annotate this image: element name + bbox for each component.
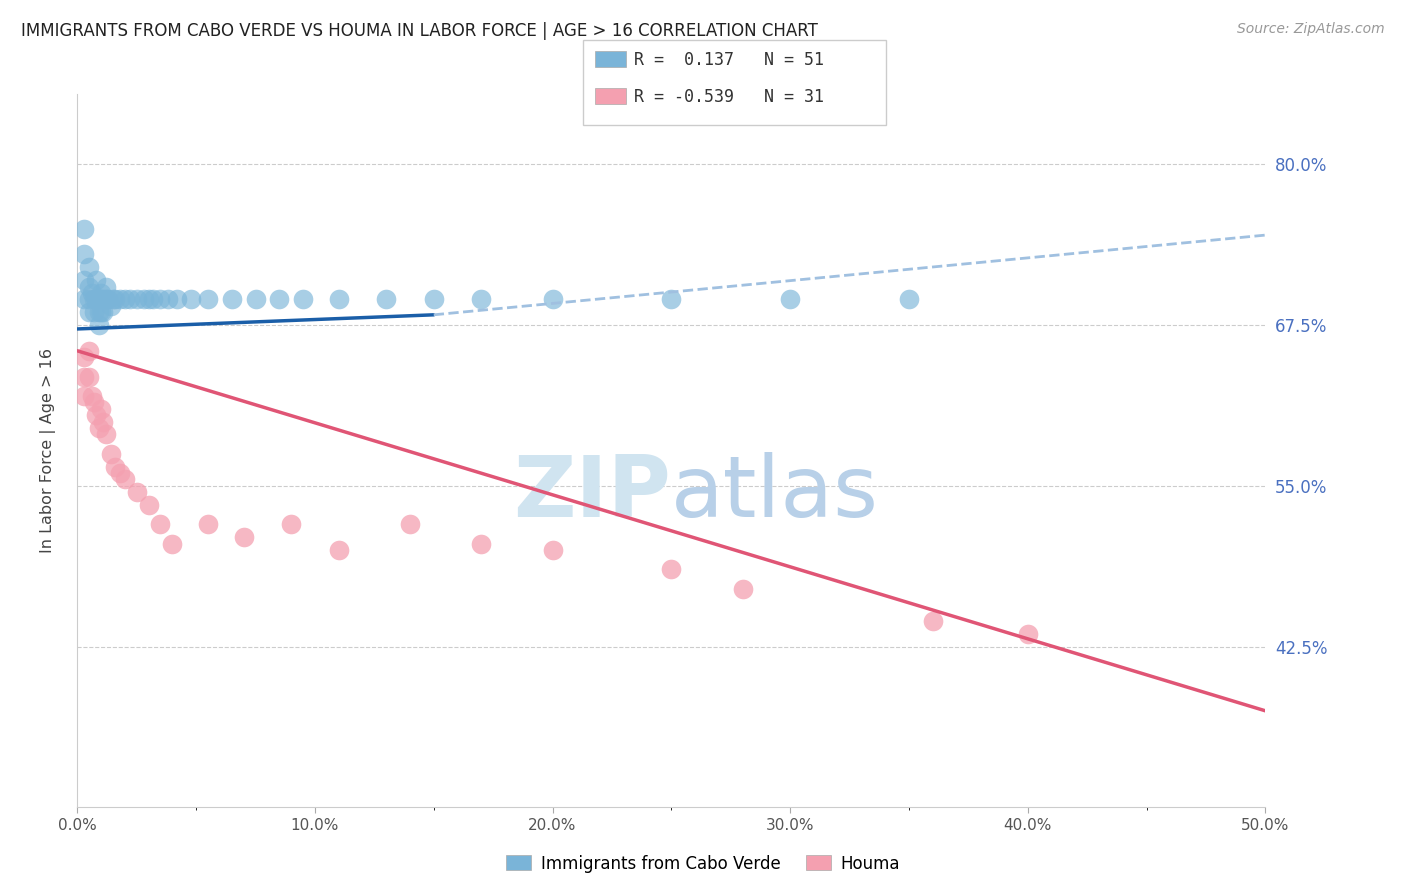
Y-axis label: In Labor Force | Age > 16: In Labor Force | Age > 16: [41, 348, 56, 553]
Point: [156, 293, 179, 307]
Point: [73, 221, 96, 235]
Point: [1017, 626, 1039, 640]
Point: [87, 421, 110, 435]
Point: [93, 293, 115, 307]
Point: [83, 293, 105, 307]
Point: [90, 305, 112, 319]
Text: atlas: atlas: [672, 451, 879, 535]
Point: [162, 537, 184, 551]
Point: [232, 530, 254, 544]
Point: [101, 293, 124, 307]
Point: [280, 517, 302, 532]
Point: [77, 293, 100, 307]
Point: [73, 369, 96, 384]
Text: R = -0.539   N = 31: R = -0.539 N = 31: [634, 88, 824, 106]
Text: ZIP: ZIP: [513, 451, 672, 535]
Point: [138, 293, 160, 307]
Point: [221, 293, 243, 307]
Point: [73, 247, 96, 261]
Text: IMMIGRANTS FROM CABO VERDE VS HOUMA IN LABOR FORCE | AGE > 16 CORRELATION CHART: IMMIGRANTS FROM CABO VERDE VS HOUMA IN L…: [21, 22, 818, 40]
Point: [77, 279, 100, 293]
Point: [73, 389, 96, 403]
Point: [166, 293, 188, 307]
Point: [328, 293, 350, 307]
Point: [138, 498, 160, 512]
Point: [149, 293, 172, 307]
Point: [125, 485, 148, 500]
Point: [100, 447, 122, 461]
Point: [93, 305, 115, 319]
Text: R =  0.137   N = 51: R = 0.137 N = 51: [634, 51, 824, 69]
Point: [90, 401, 112, 416]
Point: [73, 293, 96, 307]
Point: [104, 293, 127, 307]
Point: [80, 389, 103, 403]
Point: [86, 408, 108, 422]
Point: [90, 293, 112, 307]
Point: [77, 343, 100, 358]
Point: [661, 293, 683, 307]
Point: [423, 293, 446, 307]
Legend: Immigrants from Cabo Verde, Houma: Immigrants from Cabo Verde, Houma: [499, 848, 907, 880]
Point: [125, 293, 148, 307]
Point: [328, 543, 350, 558]
Point: [118, 293, 141, 307]
Point: [245, 293, 267, 307]
Point: [661, 562, 683, 576]
Point: [86, 293, 108, 307]
Point: [83, 305, 105, 319]
Point: [197, 293, 219, 307]
Point: [292, 293, 315, 307]
Point: [470, 537, 492, 551]
Point: [104, 459, 127, 474]
Point: [80, 285, 103, 300]
Point: [83, 395, 105, 409]
Point: [94, 279, 117, 293]
Point: [93, 415, 115, 429]
Point: [90, 285, 112, 300]
Point: [86, 273, 108, 287]
Point: [921, 614, 943, 628]
Point: [108, 293, 131, 307]
Point: [87, 293, 110, 307]
Point: [77, 305, 100, 319]
Point: [77, 260, 100, 275]
Point: [100, 299, 122, 313]
Point: [541, 293, 564, 307]
Point: [77, 369, 100, 384]
Point: [541, 543, 564, 558]
Point: [731, 582, 754, 596]
Point: [73, 273, 96, 287]
Point: [898, 293, 921, 307]
Point: [132, 293, 155, 307]
Point: [114, 472, 136, 486]
Point: [94, 427, 117, 442]
Point: [87, 305, 110, 319]
Point: [87, 318, 110, 332]
Point: [73, 350, 96, 364]
Point: [375, 293, 398, 307]
Point: [470, 293, 492, 307]
Point: [399, 517, 422, 532]
Point: [142, 293, 165, 307]
Point: [108, 466, 131, 480]
Point: [779, 293, 801, 307]
Point: [180, 293, 202, 307]
Point: [149, 517, 172, 532]
Point: [197, 517, 219, 532]
Point: [114, 293, 136, 307]
Point: [94, 293, 117, 307]
Point: [97, 293, 120, 307]
Text: Source: ZipAtlas.com: Source: ZipAtlas.com: [1237, 22, 1385, 37]
Point: [269, 293, 291, 307]
